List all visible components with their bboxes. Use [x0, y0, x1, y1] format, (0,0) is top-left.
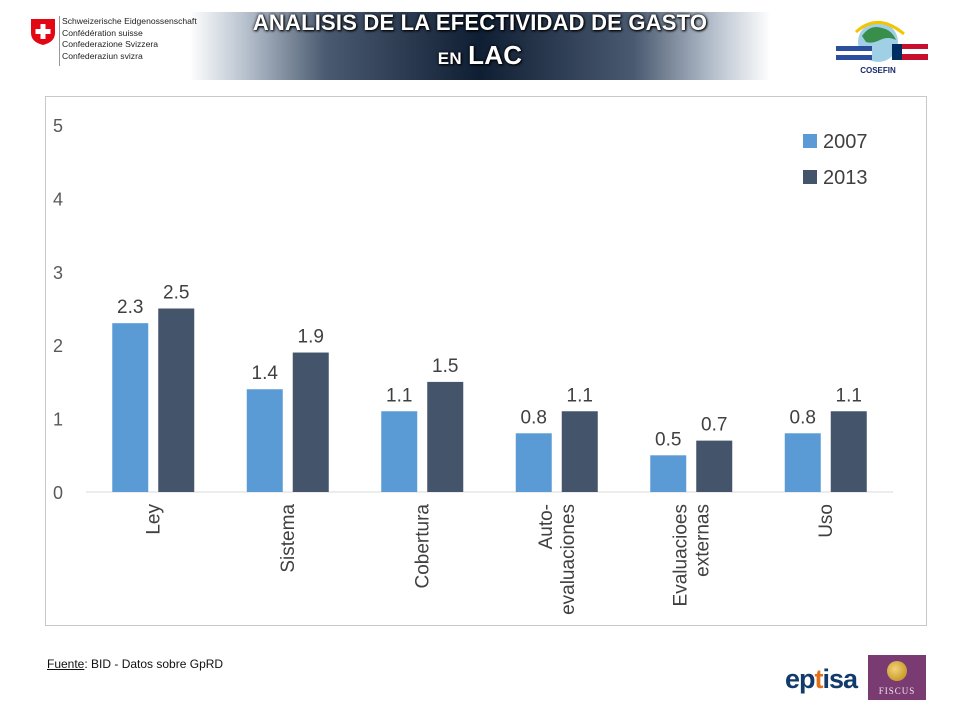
title-line-2: EN LAC: [200, 39, 760, 75]
bar-2007: [112, 323, 149, 492]
title-prefix: EN: [437, 49, 462, 68]
x-tick-label: Evaluacioes: [670, 504, 691, 606]
bar-2013: [561, 411, 598, 492]
legend-label: 2007: [823, 131, 868, 153]
data-label: 0.8: [521, 407, 547, 428]
cosefin-label: COSEFIN: [860, 66, 896, 75]
header-bar: [26, 12, 934, 80]
y-tick-label: 3: [53, 263, 63, 283]
fiscus-logo: FISCUS: [868, 655, 926, 700]
page-title: ANALISIS DE LA EFECTIVIDAD DE GASTO EN L…: [200, 7, 760, 75]
y-tick-label: 4: [53, 189, 63, 209]
data-label: 1.1: [386, 385, 412, 406]
title-main: LAC: [468, 40, 523, 70]
eptisa-text-c: isa: [822, 664, 859, 694]
bar-2013: [696, 440, 733, 492]
y-tick-label: 1: [53, 410, 63, 430]
bar-2007: [784, 433, 821, 492]
x-tick-label: Uso: [816, 504, 837, 538]
swiss-line: Schweizerische Eidgenossenschaft: [62, 16, 197, 26]
swiss-line: Confederaziun svizra: [62, 50, 143, 61]
x-tick-label: evaluaciones: [558, 504, 579, 615]
x-tick-label: externas: [692, 504, 713, 577]
swiss-confederation-text: Schweizerische Eidgenossenschaft Confédé…: [62, 16, 197, 62]
data-label: 1.1: [836, 385, 862, 406]
eptisa-text-b: t: [814, 664, 824, 694]
chart-frame: 0 1 2 3 4 5 2.3 2.5 Ley 1.4 1.9 Sistema 1.1 1.5 Cobert…: [45, 96, 927, 626]
swiss-flag-icon: [31, 19, 55, 45]
data-label: 2.5: [163, 283, 189, 304]
bar-2013: [427, 381, 464, 492]
data-label: 2.3: [117, 297, 143, 318]
fiscus-emblem-icon: [887, 661, 907, 681]
swiss-divider: [59, 16, 60, 66]
bar-2013: [292, 352, 329, 492]
source-note: Fuente: BID - Datos sobre GpRD: [47, 657, 223, 671]
bar-2013: [830, 411, 867, 492]
title-line-1: ANALISIS DE LA EFECTIVIDAD DE GASTO: [252, 10, 708, 35]
data-label: 0.5: [655, 429, 681, 450]
fiscus-label: FISCUS: [878, 686, 916, 696]
source-text: : BID - Datos sobre GpRD: [84, 657, 224, 671]
y-tick-label: 5: [53, 116, 63, 136]
cosefin-logo: COSEFIN: [826, 14, 934, 78]
legend-swatch-2013: [803, 170, 817, 184]
legend-swatch-2007: [803, 134, 817, 148]
swiss-line: Confédération suisse: [62, 27, 143, 38]
bar-2007: [381, 411, 418, 492]
eptisa-text-a: ep: [785, 664, 815, 694]
y-tick-label: 0: [53, 483, 63, 503]
eptisa-logo: eptisa: [785, 664, 859, 695]
bar-2007: [246, 389, 283, 492]
bar-2007: [650, 455, 687, 492]
data-label: 1.5: [432, 356, 458, 377]
data-label: 0.8: [790, 407, 816, 428]
source-label: Fuente: [47, 657, 85, 671]
x-tick-label: Sistema: [278, 504, 299, 573]
data-label: 1.1: [567, 385, 593, 406]
swiss-line: Confederazione Svizzera: [62, 39, 159, 49]
data-label: 0.7: [701, 415, 727, 436]
x-tick-label: Ley: [143, 504, 164, 535]
data-label: 1.9: [298, 327, 324, 348]
data-label: 1.4: [252, 363, 279, 384]
y-tick-label: 2: [53, 336, 63, 356]
x-tick-label: Auto-: [536, 504, 557, 549]
legend-label: 2013: [823, 167, 868, 189]
bar-2013: [158, 308, 195, 492]
bar-2007: [515, 433, 552, 492]
x-tick-label: Cobertura: [412, 504, 433, 589]
bar-chart: 0 1 2 3 4 5 2.3 2.5 Ley 1.4 1.9 Sistema 1.1 1.5 Cobert…: [53, 116, 893, 615]
